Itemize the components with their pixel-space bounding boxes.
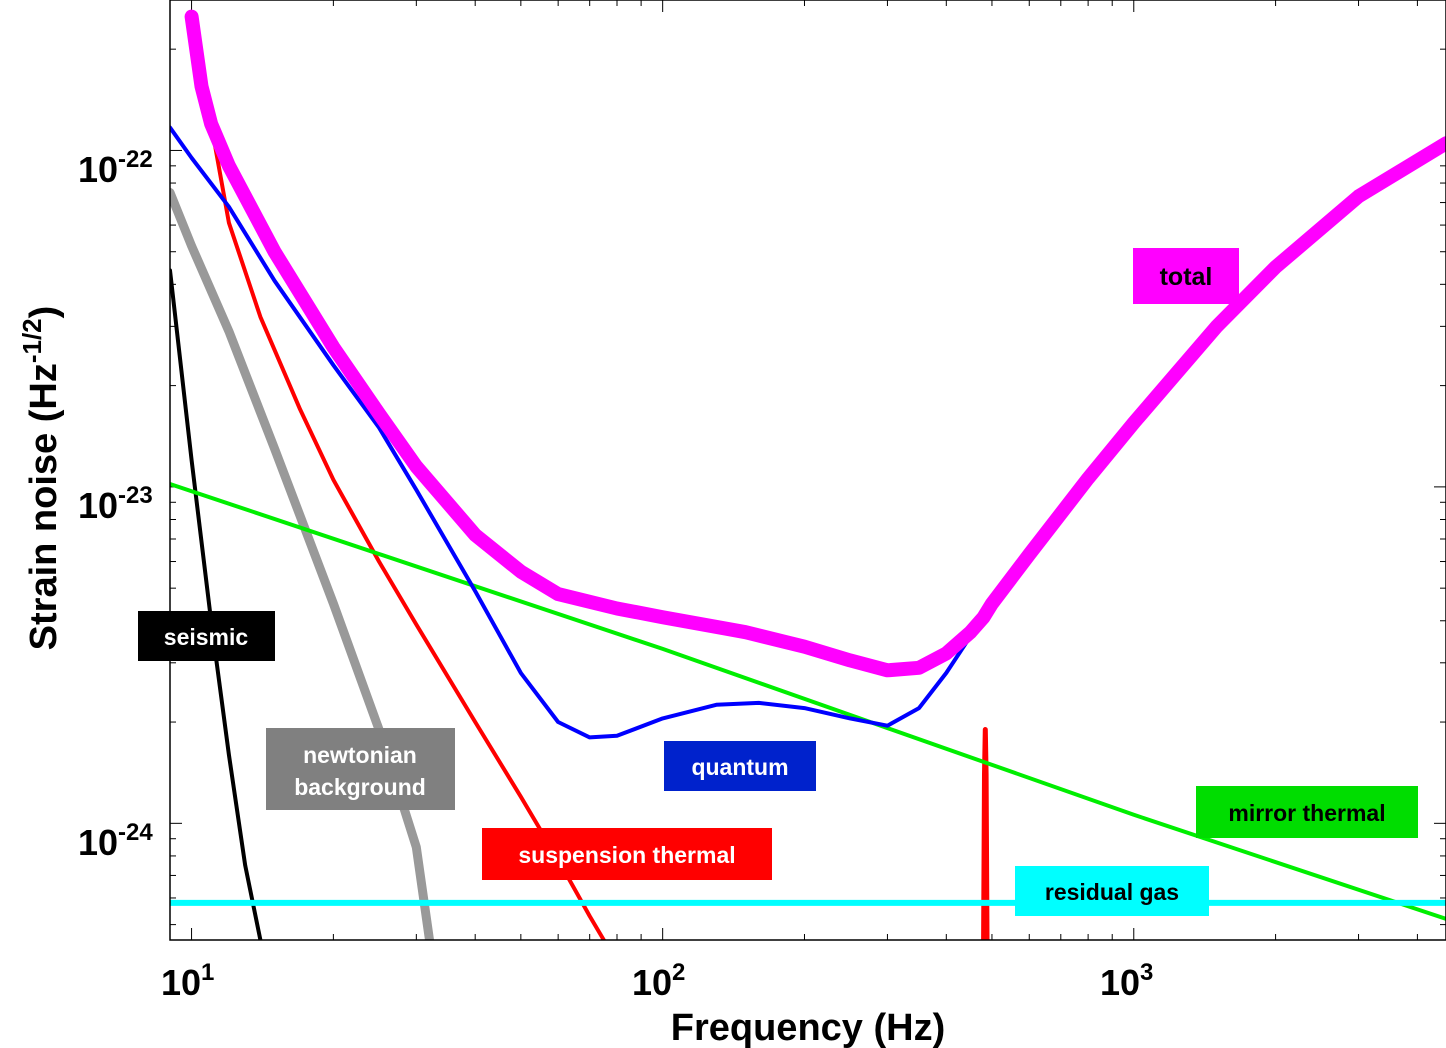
svg-text:background: background [294, 774, 426, 800]
series-mirror-line [170, 482, 1446, 921]
svg-text:newtonian: newtonian [303, 742, 417, 768]
svg-text:103: 103 [1100, 959, 1153, 1003]
label-residual-gas-bg [1015, 866, 1209, 916]
label-newtonian-bg [266, 728, 455, 810]
svg-text:seismic: seismic [164, 624, 249, 650]
label-quantum-bg [664, 741, 816, 791]
y-tick-label-1e-23: 10-23 [78, 482, 153, 526]
label-quantum: quantum [664, 741, 816, 791]
svg-text:102: 102 [632, 959, 685, 1003]
svg-text:10-23: 10-23 [78, 482, 153, 526]
y-axis-title: Strain noise (Hz-1/2) [17, 306, 65, 651]
label-seismic-bg [138, 611, 275, 661]
x-axis-title: Frequency (Hz) [671, 1007, 945, 1048]
label-seismic: seismic [138, 611, 275, 661]
series-seismic-line [170, 268, 263, 940]
plot-frame [169, 0, 1446, 941]
svg-text:10-22: 10-22 [78, 146, 153, 190]
label-residual-gas: residual gas [1015, 866, 1209, 916]
x-tick-label-100: 102 [632, 959, 685, 1003]
series-quantum-line [170, 125, 1032, 740]
x-tick-label-1000: 103 [1100, 959, 1153, 1003]
label-mirror-thermal: mirror thermal [1196, 786, 1418, 838]
svg-text:mirror thermal: mirror thermal [1228, 800, 1385, 826]
series-suspension-violin-line [981, 727, 990, 940]
svg-text:101: 101 [161, 959, 214, 1003]
label-suspension-bg [482, 828, 772, 880]
svg-text:10-24: 10-24 [78, 819, 153, 863]
svg-text:suspension thermal: suspension thermal [518, 842, 735, 868]
y-tick-label-1e-22: 10-22 [78, 146, 153, 190]
series-total-line [184, 9, 1446, 678]
svg-text:quantum: quantum [691, 754, 788, 780]
label-suspension-thermal: suspension thermal [482, 828, 772, 880]
label-total-bg [1133, 248, 1239, 304]
svg-text:total: total [1160, 263, 1213, 291]
label-newtonian-background: newtonian background [266, 728, 455, 810]
x-tick-label-10: 101 [161, 959, 214, 1003]
label-total: total [1133, 248, 1239, 304]
svg-text:residual gas: residual gas [1045, 879, 1179, 905]
series-layer [170, 9, 1446, 940]
label-mirror-bg [1196, 786, 1418, 838]
y-tick-label-1e-24: 10-24 [78, 819, 153, 863]
series-newtonian-line [170, 188, 434, 940]
